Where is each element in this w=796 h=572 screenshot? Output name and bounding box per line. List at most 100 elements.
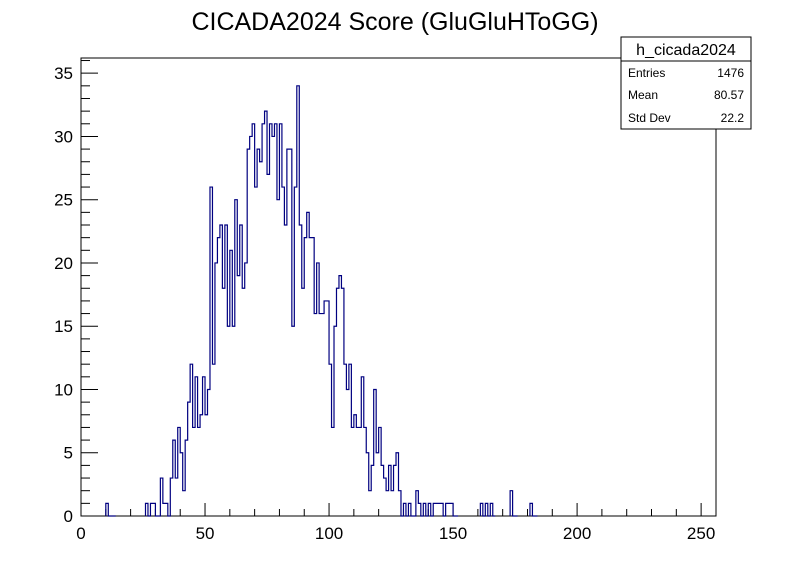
histogram-bin [208, 389, 210, 516]
histogram-bin [272, 136, 274, 516]
histogram-bin [245, 263, 247, 516]
histogram-bin [260, 162, 262, 516]
stats-entries-value: 1476 [717, 66, 744, 80]
histogram-bin [175, 478, 177, 516]
histogram-bin [262, 124, 264, 516]
histogram-bin [349, 364, 351, 516]
histogram-bin [302, 288, 304, 516]
y-tick-label: 10 [54, 380, 73, 399]
stats-box: h_cicada2024 Entries 1476 Mean 80.57 Std… [620, 36, 752, 130]
histogram-bin [252, 124, 254, 516]
histogram-bin [341, 288, 343, 516]
histogram-bin [210, 187, 212, 516]
y-tick-label: 15 [54, 317, 73, 336]
x-tick-label: 100 [315, 524, 343, 543]
histogram-bin [292, 326, 294, 516]
stats-histogram-name: h_cicada2024 [636, 42, 736, 59]
histogram-bin [297, 86, 299, 516]
chart-title: CICADA2024 Score (GluGluHToGG) [191, 8, 598, 36]
histogram-bin [188, 402, 190, 516]
histogram-bin [389, 465, 391, 516]
histogram-bin [205, 415, 207, 516]
histogram-bin [220, 225, 222, 516]
histogram-bin [247, 149, 249, 516]
histogram-bin [240, 225, 242, 516]
histogram-bin [403, 503, 405, 516]
histogram-bin [312, 238, 314, 516]
histogram-bin [510, 491, 512, 516]
histogram-bin [381, 465, 383, 516]
histogram-bin [364, 427, 366, 516]
plot-frame [80, 57, 717, 517]
histogram-bin [227, 326, 229, 516]
histogram-bin [185, 440, 187, 516]
histogram-bin [203, 377, 205, 516]
histogram-bin [446, 503, 448, 516]
histogram-bin [374, 389, 376, 516]
histogram-bin [307, 212, 309, 516]
histogram-bin [319, 314, 321, 516]
histogram-bin [193, 427, 195, 516]
x-tick-label: 150 [439, 524, 467, 543]
stats-stddev-label: Std Dev [628, 111, 671, 125]
histogram-bin [418, 503, 420, 516]
stats-mean-label: Mean [628, 88, 658, 102]
histogram-bin [423, 503, 425, 516]
stats-stddev-value: 22.2 [721, 111, 745, 125]
histogram-bin [294, 187, 296, 516]
histogram-bin [334, 326, 336, 516]
x-tick-label: 200 [563, 524, 591, 543]
histogram-bin [351, 427, 353, 516]
histogram-bin [299, 225, 301, 516]
histogram-bin [322, 314, 324, 516]
histogram-bin [242, 288, 244, 516]
histogram-bin [394, 465, 396, 516]
histogram-bin [173, 440, 175, 516]
histogram-bin [257, 149, 259, 516]
histogram-bin [217, 238, 219, 516]
histogram-bin [339, 276, 341, 516]
histogram-bin [332, 427, 334, 516]
histogram-bin [255, 187, 257, 516]
histogram-bin [237, 276, 239, 516]
histogram-bin [250, 136, 252, 516]
histogram-bin [289, 149, 291, 516]
histogram-bin [354, 415, 356, 516]
histogram-bin [361, 377, 363, 516]
histogram-bin [274, 124, 276, 516]
histogram-bin [317, 263, 319, 516]
histogram-bin [391, 491, 393, 516]
y-tick-label: 35 [54, 64, 73, 83]
histogram-bin [230, 250, 232, 516]
histogram-bin [198, 427, 200, 516]
histogram-bin [384, 478, 386, 516]
histogram-bin [399, 491, 401, 516]
histogram-bin [180, 453, 182, 516]
histogram-bin [279, 124, 281, 516]
histogram-bin [359, 427, 361, 516]
histogram-bin [480, 503, 482, 516]
histogram-bins [106, 86, 533, 516]
histogram-bin [379, 427, 381, 516]
histogram-bin [178, 427, 180, 516]
x-tick-label: 0 [76, 524, 85, 543]
histogram-bin [441, 503, 443, 516]
histogram-bin [265, 111, 267, 516]
histogram-bin [530, 503, 532, 516]
x-tick-label: 50 [196, 524, 215, 543]
histogram-bin [277, 200, 279, 516]
histogram-bin [329, 364, 331, 516]
histogram-bin [356, 427, 358, 516]
histogram-bin [150, 503, 152, 516]
histogram-bin [212, 364, 214, 516]
histogram-bin [490, 503, 492, 516]
histogram-bin [200, 415, 202, 516]
histogram-bin [170, 478, 172, 516]
histogram-bin [165, 503, 167, 516]
histogram-bin [304, 238, 306, 516]
histogram-bin [369, 491, 371, 516]
stats-entries-label: Entries [628, 66, 665, 80]
histogram-bin [408, 503, 410, 516]
histogram-bin [190, 364, 192, 516]
histogram-bin [282, 187, 284, 516]
